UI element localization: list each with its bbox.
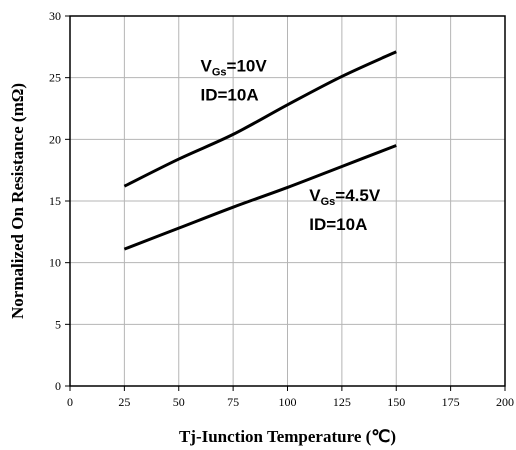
x-axis-title: Tj-Iunction Temperature (℃)	[179, 427, 396, 446]
x-tick-label: 0	[67, 395, 73, 409]
x-tick-label: 150	[387, 395, 405, 409]
annotation-id-2: ID=10A	[309, 215, 367, 234]
y-tick-label: 0	[55, 379, 61, 393]
x-tick-label: 75	[227, 395, 239, 409]
y-tick-label: 10	[49, 256, 61, 270]
series	[123, 50, 397, 251]
annotation-id-1: ID=10A	[201, 86, 259, 105]
x-tick-label: 175	[442, 395, 460, 409]
annotation-vgs-1: VGs=10V	[201, 57, 268, 79]
annotations: VGs=10V ID=10A VGs=4.5V ID=10A	[201, 57, 381, 235]
y-tick-label: 25	[49, 71, 61, 85]
y-axis-title: Normalized On Resistance (mΩ)	[8, 83, 27, 319]
y-tick-label: 15	[49, 194, 61, 208]
x-tick-label: 25	[118, 395, 130, 409]
series-line-1	[123, 50, 397, 188]
x-tick-label: 100	[279, 395, 297, 409]
x-tick-label: 200	[496, 395, 514, 409]
x-tick-label: 50	[173, 395, 185, 409]
series-line-2	[123, 144, 397, 251]
axis-ticks: 0 25 50 75 100 125 150 175 200 0 5 10 15 20 25 30	[49, 9, 514, 409]
grid	[69, 15, 506, 387]
y-tick-label: 30	[49, 9, 61, 23]
y-tick-label: 5	[55, 317, 61, 331]
y-tick-label: 20	[49, 132, 61, 146]
annotation-vgs-2: VGs=4.5V	[309, 186, 381, 208]
x-tick-label: 125	[333, 395, 351, 409]
